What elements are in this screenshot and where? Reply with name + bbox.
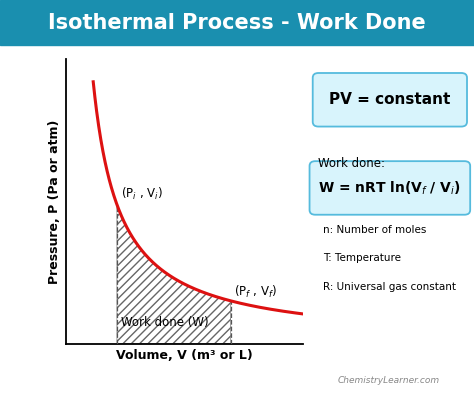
- Text: Work done (W): Work done (W): [120, 316, 208, 329]
- X-axis label: Volume, V (m³ or L): Volume, V (m³ or L): [117, 349, 253, 362]
- Text: PV = constant: PV = constant: [329, 92, 451, 107]
- Text: (P$_f$ , V$_f$): (P$_f$ , V$_f$): [234, 284, 277, 300]
- Text: W = nRT ln(V$_f$ / V$_i$): W = nRT ln(V$_f$ / V$_i$): [319, 179, 461, 197]
- Text: Isothermal Process - Work Done: Isothermal Process - Work Done: [48, 13, 426, 33]
- Y-axis label: Pressure, P (Pa or atm): Pressure, P (Pa or atm): [48, 119, 61, 284]
- Text: ChemistryLearner.com: ChemistryLearner.com: [337, 376, 440, 385]
- Text: R: Universal gas constant: R: Universal gas constant: [323, 282, 456, 292]
- Text: n: Number of moles: n: Number of moles: [323, 225, 427, 235]
- Text: T: Temperature: T: Temperature: [323, 253, 401, 263]
- Text: (P$_i$ , V$_i$): (P$_i$ , V$_i$): [121, 186, 163, 203]
- Text: Work done:: Work done:: [319, 156, 385, 169]
